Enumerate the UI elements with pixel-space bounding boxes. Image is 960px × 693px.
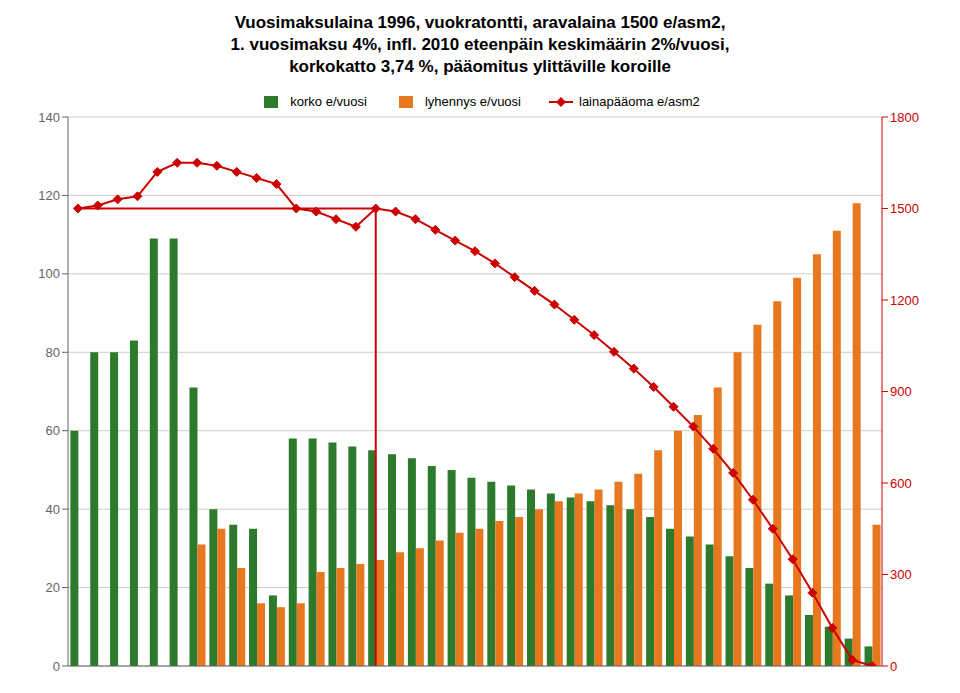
svg-text:20: 20 <box>46 580 60 595</box>
svg-text:120: 120 <box>38 188 60 203</box>
svg-text:1500: 1500 <box>890 201 919 216</box>
svg-text:60: 60 <box>46 423 60 438</box>
svg-text:140: 140 <box>38 110 60 125</box>
svg-text:1200: 1200 <box>890 293 919 308</box>
svg-text:600: 600 <box>890 476 912 491</box>
svg-text:0: 0 <box>53 659 60 674</box>
svg-text:0: 0 <box>890 659 897 674</box>
html-text:lainapääoma e/asm2: lainapääoma e/asm2 <box>579 94 700 109</box>
svg-text:80: 80 <box>46 345 60 360</box>
html-text:lyhennys e/vuosi: lyhennys e/vuosi <box>424 94 521 109</box>
html-text:korkokatto 3,74 %, pääomitus y: korkokatto 3,74 %, pääomitus ylittäville… <box>289 57 671 76</box>
html-text:Vuosimaksulaina 1996, vuokrato: Vuosimaksulaina 1996, vuokratontti, arav… <box>234 13 726 32</box>
html-text:korko e/vuosi: korko e/vuosi <box>290 94 367 109</box>
svg-text:900: 900 <box>890 384 912 399</box>
svg-text:1800: 1800 <box>890 110 919 125</box>
svg-text:40: 40 <box>46 502 60 517</box>
svg-text:300: 300 <box>890 567 912 582</box>
svg-text:100: 100 <box>38 266 60 281</box>
html-text:1. vuosimaksu 4%, infl. 2010 e: 1. vuosimaksu 4%, infl. 2010 eteenpäin k… <box>230 35 730 54</box>
